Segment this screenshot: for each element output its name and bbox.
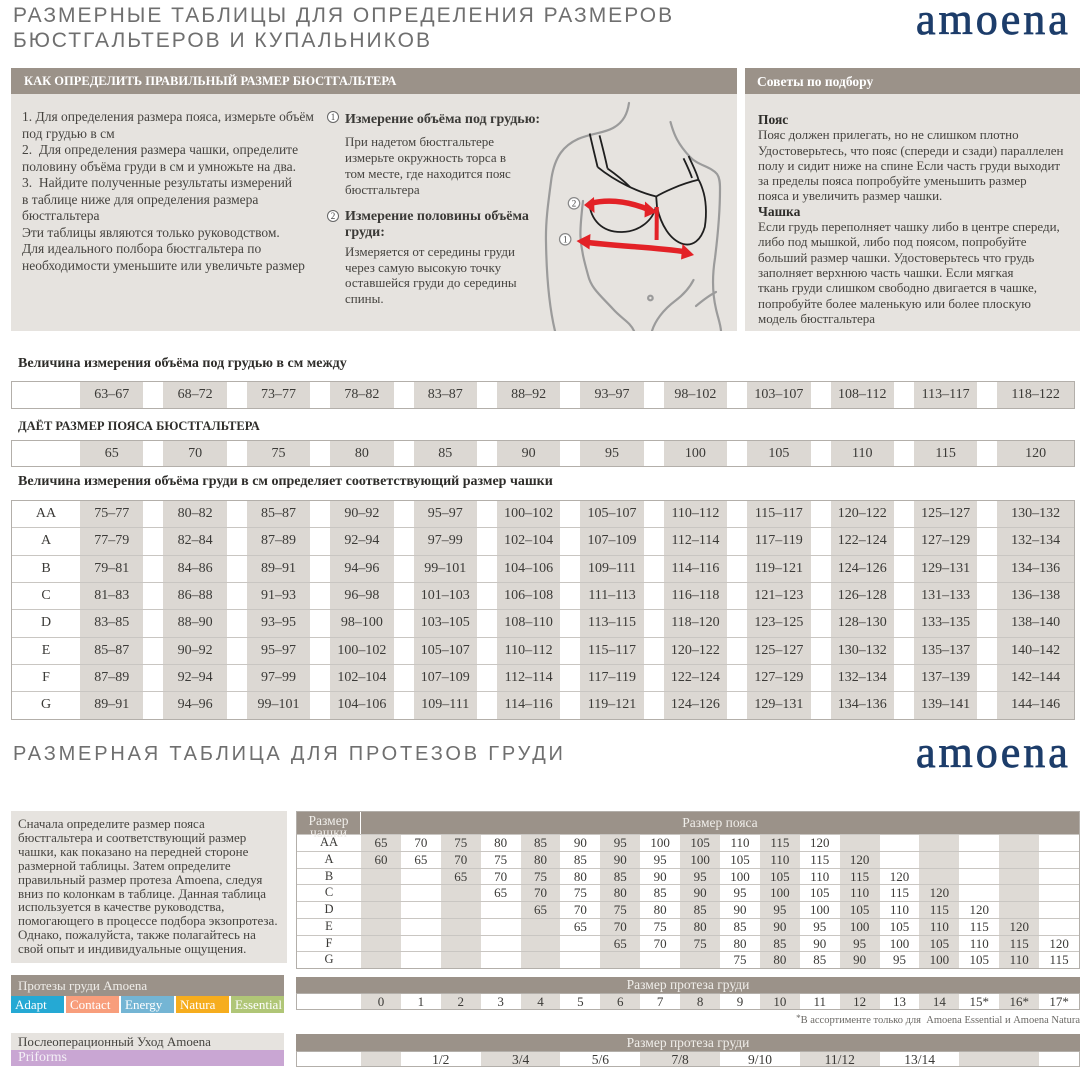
svg-text:2: 2: [572, 198, 577, 208]
svg-text:1: 1: [563, 234, 568, 244]
